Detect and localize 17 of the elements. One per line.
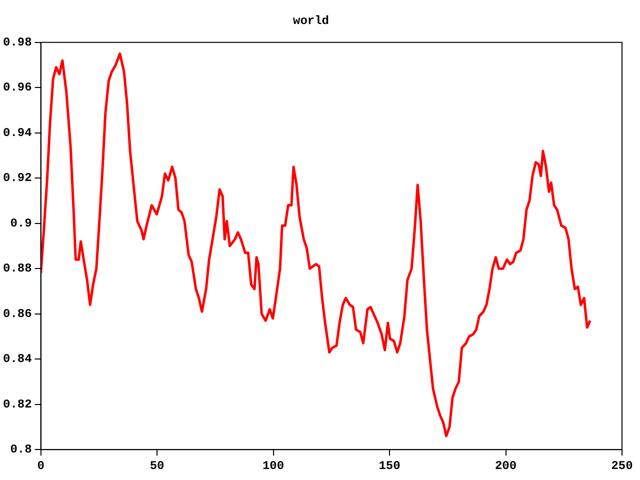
x-tick-label: 0 xyxy=(37,458,44,473)
y-tick-label: 0.96 xyxy=(2,80,32,95)
x-tick-label: 250 xyxy=(611,458,633,473)
x-tick-label: 150 xyxy=(378,458,400,473)
y-tick-label: 0.92 xyxy=(2,171,32,186)
y-tick-label: 0.8 xyxy=(10,442,32,457)
y-tick-label: 0.82 xyxy=(2,397,32,412)
x-tick-label: 100 xyxy=(262,458,284,473)
y-tick-label: 0.94 xyxy=(2,126,32,140)
y-tick-label: 0.98 xyxy=(2,35,32,50)
y-tick-label: 0.86 xyxy=(2,306,32,321)
x-tick-label: 50 xyxy=(150,458,164,473)
y-tick-label: 0.9 xyxy=(10,216,32,230)
y-tick-label: 0.88 xyxy=(2,262,32,276)
x-tick-label: 200 xyxy=(494,458,517,473)
y-tick-label: 0.84 xyxy=(2,352,32,366)
chart-title: world xyxy=(292,14,330,28)
